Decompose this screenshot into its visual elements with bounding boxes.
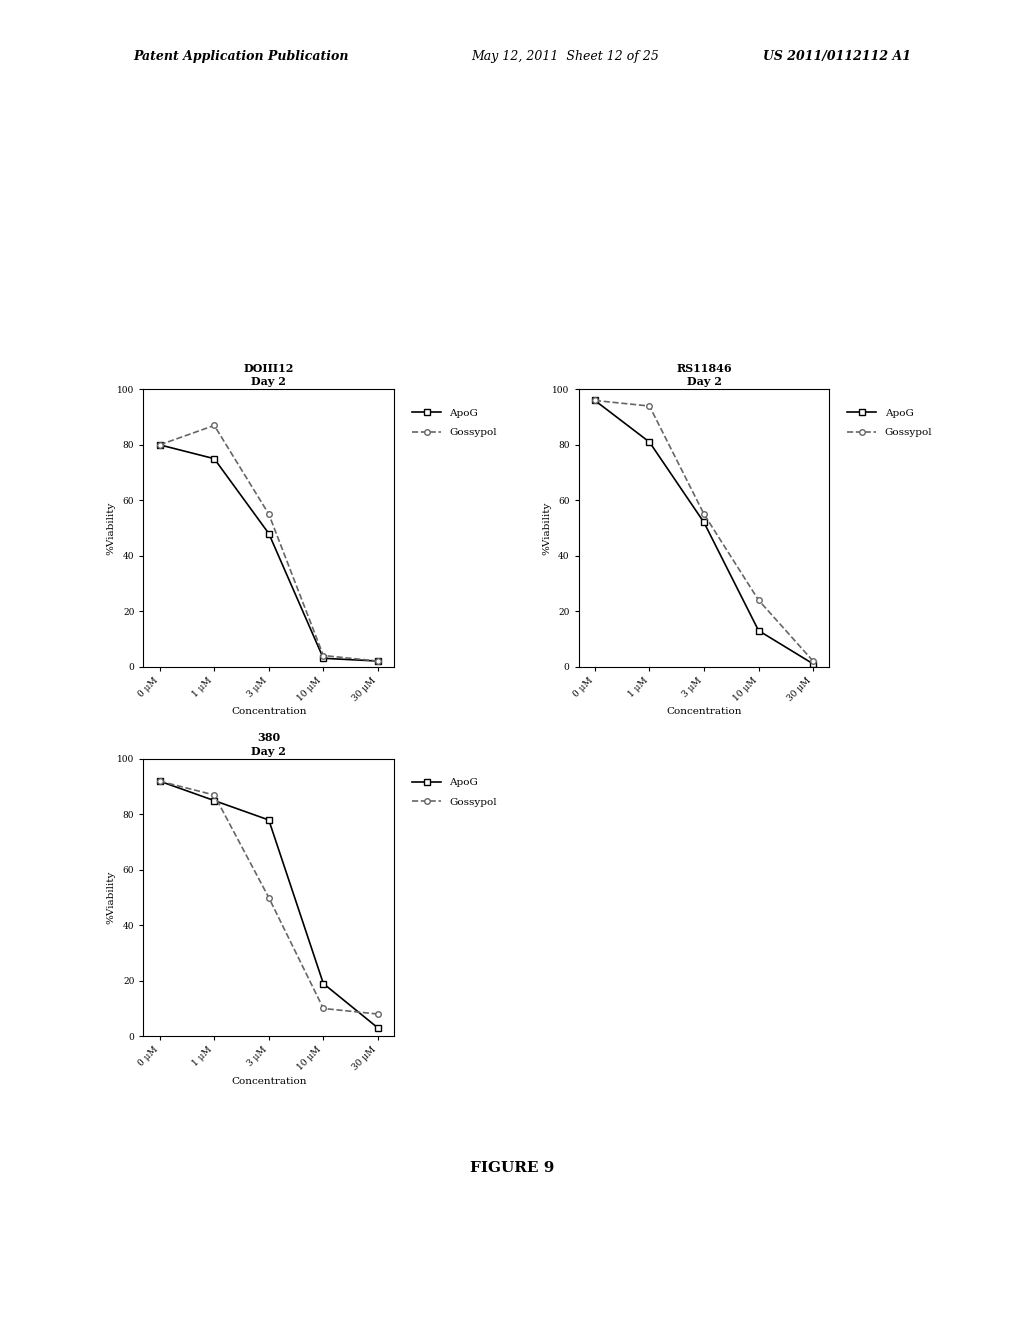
Text: Patent Application Publication: Patent Application Publication — [133, 50, 348, 63]
Y-axis label: %Viability: %Viability — [542, 502, 551, 554]
Text: May 12, 2011  Sheet 12 of 25: May 12, 2011 Sheet 12 of 25 — [471, 50, 658, 63]
Title: RS11846
Day 2: RS11846 Day 2 — [676, 363, 732, 387]
Y-axis label: %Viability: %Viability — [106, 502, 116, 554]
Legend: ApoG, Gossypol: ApoG, Gossypol — [412, 777, 497, 807]
Text: US 2011/0112112 A1: US 2011/0112112 A1 — [763, 50, 911, 63]
X-axis label: Concentration: Concentration — [667, 708, 741, 715]
X-axis label: Concentration: Concentration — [231, 708, 306, 715]
Title: 380
Day 2: 380 Day 2 — [251, 733, 287, 756]
Text: FIGURE 9: FIGURE 9 — [470, 1162, 554, 1175]
Y-axis label: %Viability: %Viability — [106, 871, 116, 924]
X-axis label: Concentration: Concentration — [231, 1077, 306, 1085]
Legend: ApoG, Gossypol: ApoG, Gossypol — [412, 408, 497, 437]
Title: DOIII12
Day 2: DOIII12 Day 2 — [244, 363, 294, 387]
Legend: ApoG, Gossypol: ApoG, Gossypol — [847, 408, 932, 437]
